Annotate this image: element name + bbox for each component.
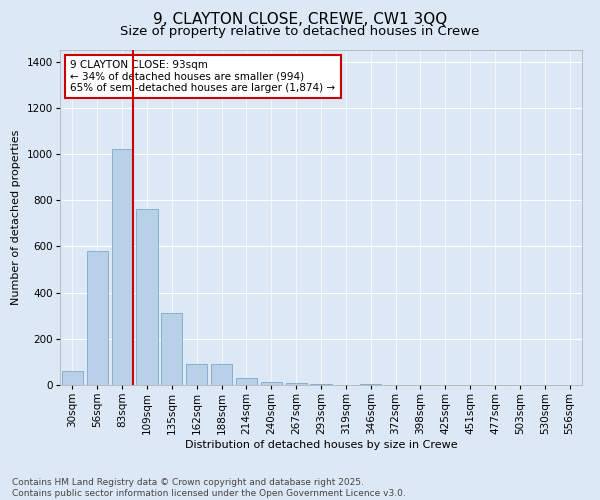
Bar	[87, 251, 108, 385]
Text: Contains HM Land Registry data © Crown copyright and database right 2025.
Contai: Contains HM Land Registry data © Crown c…	[12, 478, 406, 498]
Bar	[360, 384, 381, 385]
Y-axis label: Number of detached properties: Number of detached properties	[11, 130, 21, 305]
Text: Size of property relative to detached houses in Crewe: Size of property relative to detached ho…	[121, 25, 479, 38]
Bar	[261, 382, 282, 385]
Bar	[62, 371, 83, 385]
Bar	[310, 384, 332, 385]
Bar	[236, 378, 257, 385]
Bar	[286, 382, 307, 385]
Bar	[186, 364, 207, 385]
Text: 9, CLAYTON CLOSE, CREWE, CW1 3QQ: 9, CLAYTON CLOSE, CREWE, CW1 3QQ	[153, 12, 447, 28]
Bar	[112, 150, 133, 385]
Bar	[161, 314, 182, 385]
X-axis label: Distribution of detached houses by size in Crewe: Distribution of detached houses by size …	[185, 440, 457, 450]
Bar	[136, 210, 158, 385]
Text: 9 CLAYTON CLOSE: 93sqm
← 34% of detached houses are smaller (994)
65% of semi-de: 9 CLAYTON CLOSE: 93sqm ← 34% of detached…	[70, 60, 335, 93]
Bar	[211, 364, 232, 385]
